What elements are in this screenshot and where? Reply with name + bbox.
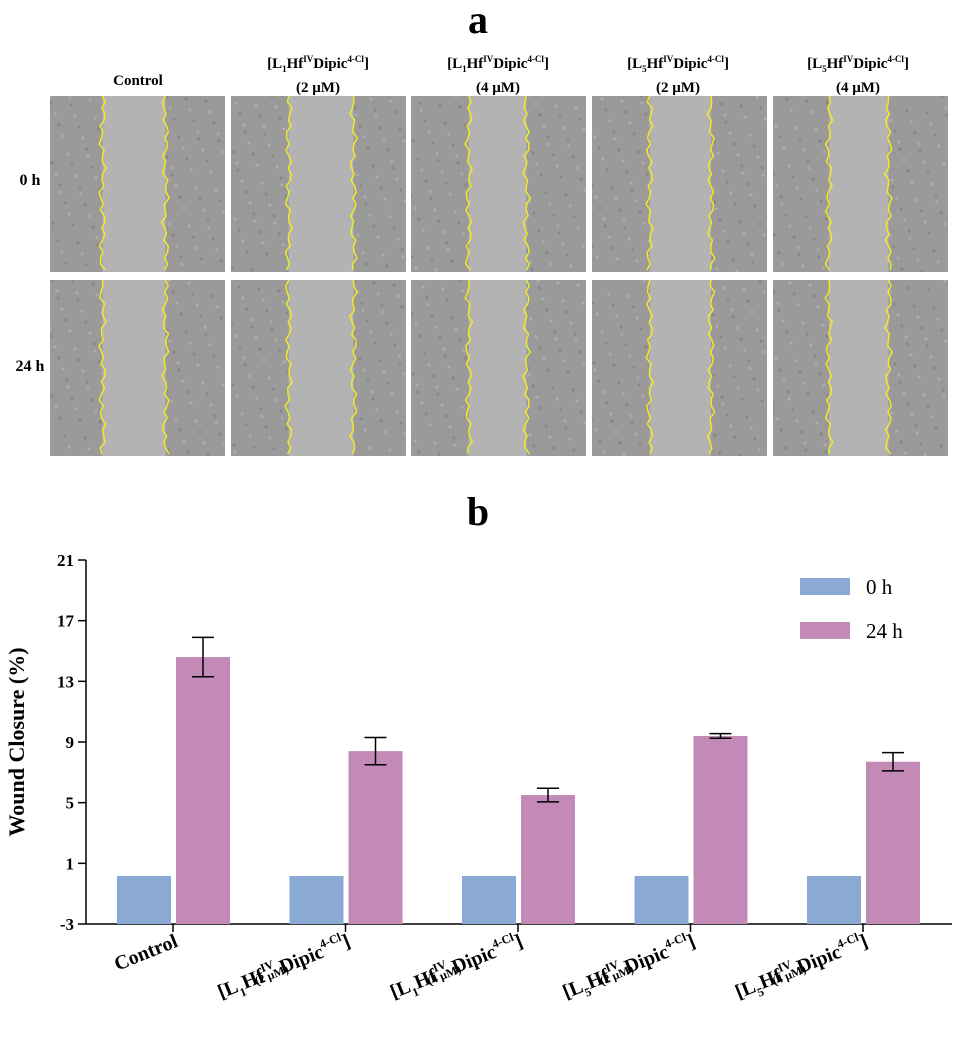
wound-edge-line <box>98 280 107 455</box>
wound-edge-line <box>824 280 834 455</box>
bar-0h <box>462 875 516 924</box>
y-tick-label: 1 <box>66 854 75 873</box>
scratch-image-24h-col1 <box>50 280 225 456</box>
row-label-24h: 24 h <box>15 358 45 375</box>
wound-edge-line <box>522 96 532 271</box>
legend-swatch-0h <box>800 578 850 595</box>
wound-edge-line <box>464 280 474 455</box>
bar-24h <box>521 795 575 924</box>
scratch-image-24h-col5 <box>773 280 948 456</box>
wound-edge-line <box>161 280 170 455</box>
legend-label-24h: 24 h <box>866 619 903 643</box>
y-tick-label: 21 <box>57 551 74 570</box>
column-header-l5-4um: [L5HfIVDipic4-Cl] (4 μM) <box>807 54 909 96</box>
bar-24h <box>866 761 920 924</box>
bar-0h <box>117 875 171 924</box>
x-category-label: Control <box>111 930 181 975</box>
row-label-0h: 0 h <box>19 172 41 189</box>
wound-edge-line <box>98 96 108 271</box>
scratch-image-24h-col3 <box>411 280 586 456</box>
scratch-image-0h-col1 <box>50 96 225 272</box>
panel-b-letter: b <box>466 489 490 534</box>
bar-24h <box>176 657 230 924</box>
y-tick-label: 13 <box>57 672 74 691</box>
bar-0h <box>807 875 861 924</box>
panel-a-letter: a <box>468 0 488 42</box>
y-tick-label: 5 <box>66 794 75 813</box>
column-header-text: Control <box>113 73 163 89</box>
wound-edge-line <box>645 280 655 455</box>
wound-edge-line <box>884 280 894 455</box>
wound-edge-line <box>284 96 294 271</box>
wound-edge-line <box>645 96 655 271</box>
y-tick-label: 9 <box>66 733 75 752</box>
wound-edge-line <box>883 96 893 271</box>
scratch-image-0h-col3 <box>411 96 586 272</box>
wound-edge-line <box>706 96 716 271</box>
wound-edge-line <box>464 96 474 271</box>
y-tick-label: -3 <box>60 915 74 934</box>
wound-edge-line <box>824 96 834 271</box>
scratch-image-24h-col2 <box>231 280 406 456</box>
scratch-image-0h-col4 <box>592 96 767 272</box>
bar-0h <box>634 875 689 924</box>
legend-label-0h: 0 h <box>866 575 893 599</box>
bar-24h <box>348 751 403 924</box>
y-tick-label: 17 <box>57 612 75 631</box>
wound-edge-line <box>349 96 359 271</box>
y-axis-title: Wound Closure (%) <box>4 647 29 836</box>
wound-edge-line <box>706 280 716 455</box>
legend-swatch-24h <box>800 622 850 639</box>
scratch-image-0h-col5 <box>773 96 948 272</box>
column-header-l5-2um: [L5HfIVDipic4-Cl] (2 μM) <box>627 54 729 96</box>
wound-edge-line <box>522 280 532 455</box>
wound-edge-line <box>161 96 170 271</box>
wound-edge-line <box>349 280 359 455</box>
column-header-l1-4um: [L1HfIVDipic4-Cl] (4 μM) <box>447 54 549 96</box>
bar-24h <box>693 735 748 924</box>
scratch-image-24h-col4 <box>592 280 767 456</box>
scratch-image-0h-col2 <box>231 96 406 272</box>
bar-0h <box>289 875 344 924</box>
column-header-l1-2um: [L1HfIVDipic4-Cl] (2 μM) <box>267 54 369 96</box>
column-header-control: Control <box>48 72 228 91</box>
wound-edge-line <box>284 280 294 455</box>
